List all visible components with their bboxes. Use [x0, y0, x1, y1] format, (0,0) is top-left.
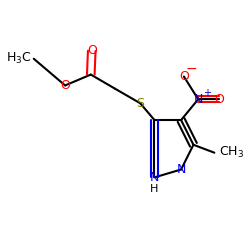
Text: N: N: [150, 171, 159, 184]
Text: −: −: [186, 62, 197, 76]
Text: H$_3$C: H$_3$C: [6, 51, 32, 66]
Text: N: N: [176, 163, 186, 176]
Text: O: O: [87, 44, 97, 57]
Text: O: O: [214, 93, 224, 106]
Text: O: O: [179, 70, 189, 83]
Text: CH$_3$: CH$_3$: [219, 145, 244, 160]
Text: N: N: [194, 93, 203, 106]
Text: +: +: [203, 88, 211, 98]
Text: O: O: [60, 79, 70, 92]
Text: S: S: [136, 97, 144, 110]
Text: H: H: [150, 184, 159, 194]
